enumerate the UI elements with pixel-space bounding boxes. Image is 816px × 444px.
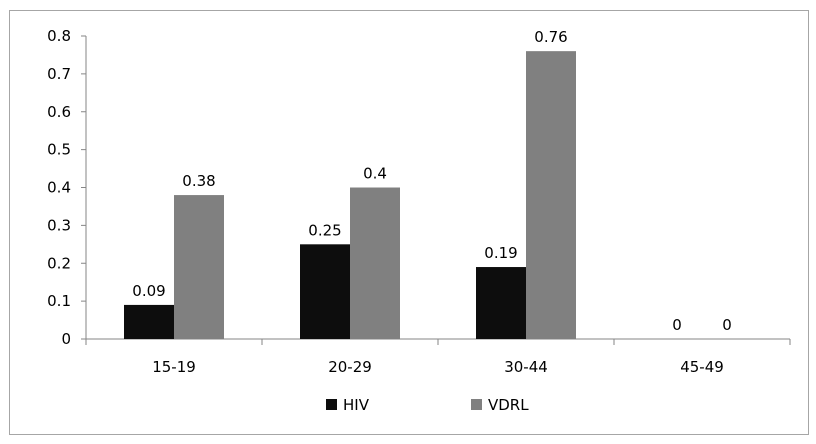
bar-vdrl [526, 51, 576, 340]
data-label-vdrl: 0.4 [363, 165, 387, 183]
y-tick-label: 0.1 [47, 292, 71, 310]
data-label-vdrl: 0.76 [534, 28, 567, 46]
bar-vdrl [350, 187, 400, 339]
bar-vdrl [174, 195, 224, 339]
x-tick-label: 15-19 [152, 358, 196, 376]
x-tick-label: 20-29 [328, 358, 372, 376]
x-tick-label: 45-49 [680, 358, 724, 376]
y-tick-label: 0.6 [47, 103, 71, 121]
y-tick-label: 0 [61, 330, 71, 348]
y-tick-label: 0.3 [47, 216, 71, 234]
x-tick-label: 30-44 [504, 358, 548, 376]
bar-hiv [476, 267, 526, 339]
data-label-hiv: 0 [672, 316, 682, 334]
data-label-hiv: 0.19 [484, 244, 517, 262]
data-label-hiv: 0.09 [132, 282, 165, 300]
legend-swatch-vdrl [471, 399, 482, 410]
legend-label-hiv: HIV [343, 396, 370, 414]
y-tick-label: 0.4 [47, 179, 71, 197]
bar-hiv [300, 244, 350, 339]
legend-swatch-hiv [326, 399, 337, 410]
data-label-vdrl: 0.38 [182, 172, 215, 190]
y-tick-label: 0.8 [47, 27, 71, 45]
y-tick-label: 0.2 [47, 254, 71, 272]
data-label-vdrl: 0 [722, 316, 732, 334]
legend-label-vdrl: VDRL [488, 396, 529, 414]
bar-hiv [124, 304, 174, 339]
y-tick-label: 0.5 [47, 141, 71, 159]
y-tick-label: 0.7 [47, 65, 71, 83]
data-label-hiv: 0.25 [308, 221, 341, 239]
chart-frame [9, 10, 809, 435]
